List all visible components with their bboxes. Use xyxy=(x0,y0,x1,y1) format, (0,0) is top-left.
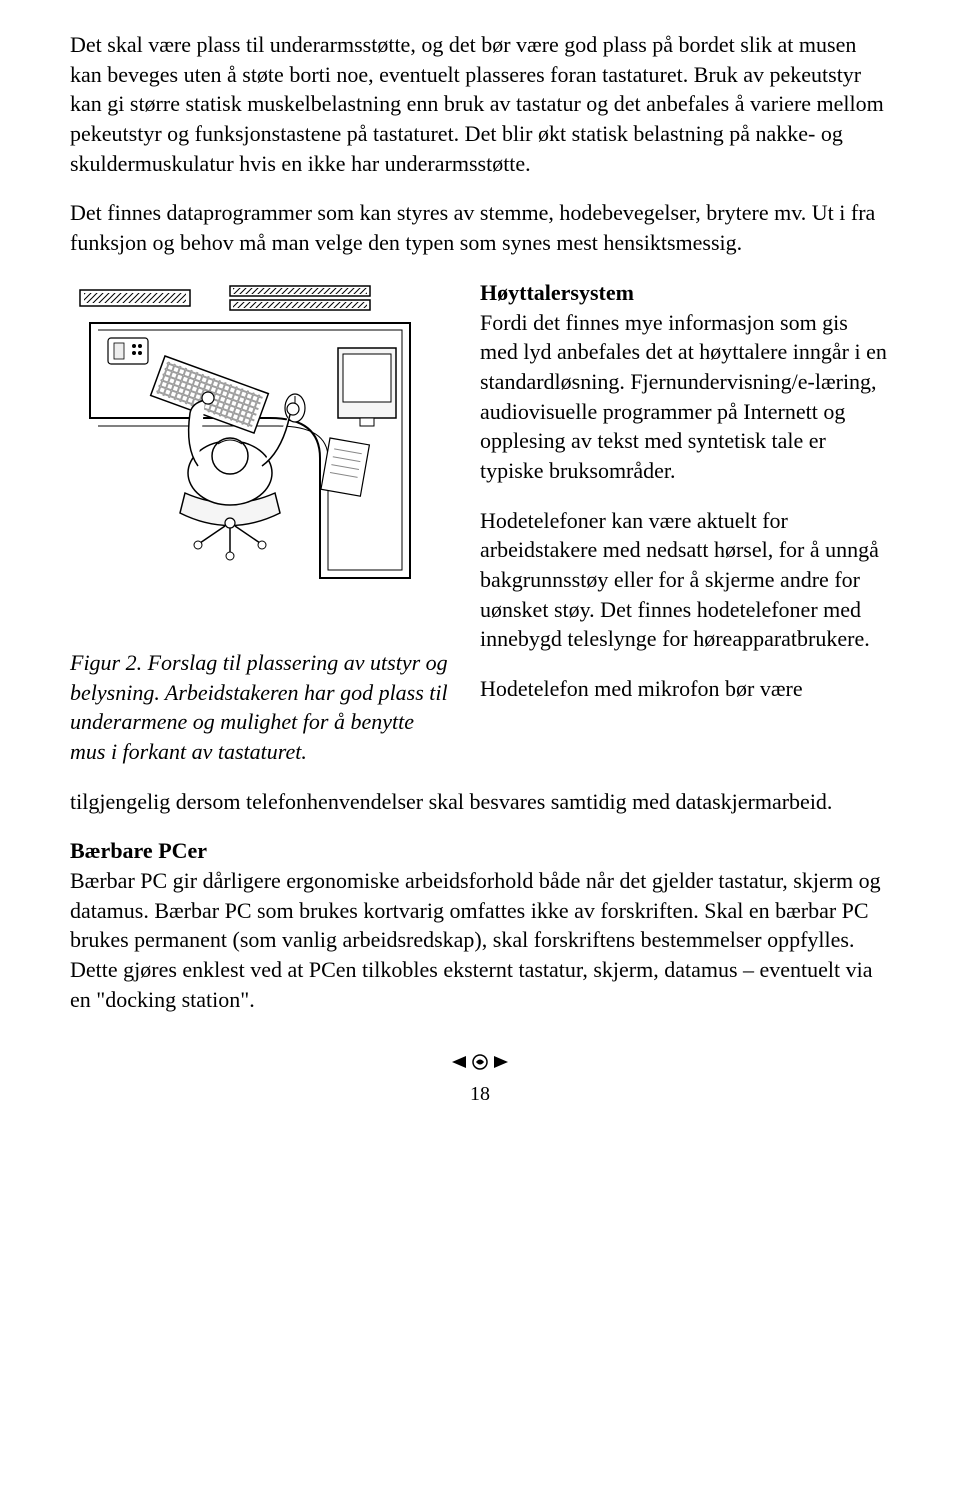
section-title: Bærbare PCer xyxy=(70,838,207,863)
paragraph-hodetelefoner-2-full: tilgjengelig dersom telefonhenvendelser … xyxy=(70,787,890,817)
workstation-diagram xyxy=(70,278,450,598)
paragraph: Det skal være plass til underarmsstøtte,… xyxy=(70,30,890,178)
figure-caption: Figur 2. Forslag til plassering av utsty… xyxy=(70,648,450,767)
page-footer: 18 xyxy=(70,1054,890,1106)
figure-2 xyxy=(70,278,450,598)
paragraph-hodetelefoner-1: Hodetelefoner kan være aktuelt for arbei… xyxy=(480,506,890,654)
paragraph-hodetelefoner-2-lead: Hodetelefon med mikrofon bør være xyxy=(480,674,890,704)
footer-ornament-icon xyxy=(450,1054,510,1075)
page-number: 18 xyxy=(70,1083,890,1106)
section-title: Høyttalersystem xyxy=(480,280,634,305)
section-baerbar: Bærbare PCer Bærbar PC gir dårligere erg… xyxy=(70,836,890,1014)
section-hoyttaler: Høyttalersystem Fordi det finnes mye inf… xyxy=(480,278,890,486)
section-body: Fordi det finnes mye informasjon som gis… xyxy=(480,310,887,483)
section-body: Bærbar PC gir dårligere ergonomiske arbe… xyxy=(70,868,881,1012)
paragraph: Det finnes dataprogrammer som kan styres… xyxy=(70,198,890,257)
